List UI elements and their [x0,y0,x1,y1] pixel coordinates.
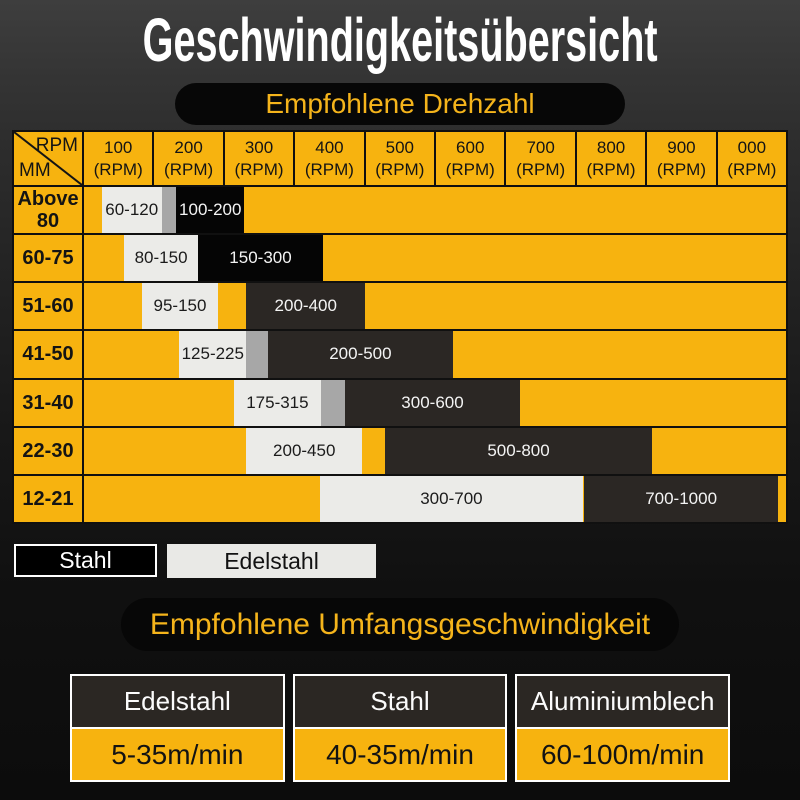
rpm-column-unit: (RPM) [656,159,706,179]
table-row: 41-50 125-225 200-500 [14,329,786,378]
table-row: Above 80 60-120 100-200 [14,187,786,234]
rpm-column-value: 100 [104,138,133,158]
corner-rpm-label: RPM [35,135,78,156]
rpm-column-value: 400 [315,138,344,158]
row-bar-area: 80-150 150-300 [84,235,786,282]
table-row: 51-60 95-150 200-400 [14,281,786,330]
edelstahl-range-bar: 80-150 [123,235,199,282]
speed-card: Stahl 40-35m/min [292,674,508,782]
row-label-mm: 31-40 [14,379,84,426]
rpm-column-header: 800 (RPM) [577,132,648,185]
rpm-column-value: 000 [737,138,767,158]
rpm-column-unit: (RPM) [234,159,284,179]
row-label-mm: 41-50 [14,331,84,378]
rpm-column-unit: (RPM) [445,159,495,179]
rpm-column-unit: (RPM) [516,159,566,179]
speed-card-material: Stahl [294,676,506,729]
row-label-mm: 51-60 [14,283,84,330]
speed-card-value: 5-35m/min [72,729,283,780]
table-row: 22-30 200-450 500-800 [14,425,786,474]
edelstahl-range-bar: 95-150 [141,283,219,330]
corner-mm-label: MM [19,160,51,181]
speed-card: Edelstahl 5-35m/min [70,674,285,782]
rpm-column-unit: (RPM) [375,159,425,179]
rpm-column-value: 500 [385,138,415,158]
edelstahl-range-bar: 125-225 [179,331,247,378]
rpm-section-badge: Empfohlene Drehzahl [175,83,625,125]
surface-speed-badge: Empfohlene Umfangsgeschwindigkeit [121,598,679,651]
table-row: 12-21 300-700 700-1000 [14,473,786,522]
row-bar-area: 60-120 100-200 [84,187,786,234]
speed-card: Aluminiumblech 60-100m/min [515,674,731,782]
stahl-range-bar: 700-1000 [584,475,779,522]
speed-card-value: 40-35m/min [294,729,506,780]
diagonal-divider-icon [14,132,82,185]
rpm-column-unit: (RPM) [727,159,777,179]
rpm-column-header: 200 (RPM) [154,132,225,185]
rpm-table-header: RPM MM 100 (RPM) 200 (RPM) 300 (RPM) 400 (RPM) 5… [14,132,786,187]
page-title-text: Geschwindigkeitsübersicht [142,5,658,75]
speed-cards: Edelstahl 5-35m/min Stahl 40-35m/min Alumini… [70,674,731,782]
rpm-column-value: 700 [526,138,555,158]
stahl-range-bar: 200-400 [246,283,366,330]
edelstahl-range-bar: 60-120 [101,187,162,234]
rpm-table: RPM MM 100 (RPM) 200 (RPM) 300 (RPM) 400 (RPM) 5… [12,130,788,524]
bar-divider [161,187,177,234]
row-bar-area: 175-315 300-600 [84,379,786,426]
row-label-mm: 22-30 [14,427,84,474]
row-label-mm: Above 80 [14,187,84,234]
rpm-column-unit: (RPM) [586,159,636,179]
rpm-column-value: 200 [174,138,203,158]
edelstahl-range-bar: 200-450 [246,427,363,474]
stahl-range-bar: 500-800 [385,427,652,474]
rpm-section-badge-label: Empfohlene Drehzahl [265,88,535,119]
rpm-column-header: 600 (RPM) [436,132,507,185]
rpm-column-unit: (RPM) [164,159,214,179]
speed-card-material: Edelstahl [72,676,283,729]
row-bar-area: 125-225 200-500 [84,331,786,378]
row-label-mm: 12-21 [14,475,84,522]
rpm-column-header: 900 (RPM) [647,132,718,185]
rpm-column-header: 100 (RPM) [84,132,155,185]
edelstahl-range-bar: 300-700 [319,475,584,522]
rpm-column-value: 900 [667,138,696,158]
edelstahl-range-bar: 175-315 [234,379,321,426]
surface-speed-badge-label: Empfohlene Umfangsgeschwindigkeit [149,607,651,641]
stahl-range-bar: 300-600 [345,379,520,426]
stahl-range-bar: 100-200 [176,187,245,234]
rpm-column-header: 700 (RPM) [506,132,577,185]
stahl-range-bar: 200-500 [267,331,453,378]
rpm-column-unit: (RPM) [93,159,143,179]
row-bar-area: 95-150 200-400 [84,283,786,330]
page-title: Geschwindigkeitsübersicht [0,5,800,75]
rpm-column-value: 600 [456,138,485,158]
legend-stahl: Stahl [14,544,157,577]
row-bar-area: 200-450 500-800 [84,427,786,474]
stahl-range-bar: 150-300 [198,235,323,282]
bar-divider [320,379,346,426]
rpm-column-value: 300 [244,138,274,158]
speed-card-value: 60-100m/min [517,729,729,780]
rpm-column-header: 300 (RPM) [225,132,296,185]
rpm-column-value: 800 [596,138,626,158]
table-row: 31-40 175-315 300-600 [14,377,786,426]
row-label-mm: 60-75 [14,235,84,282]
row-bar-area: 300-700 700-1000 [84,475,786,522]
rpm-column-unit: (RPM) [304,159,354,179]
rpm-column-header: 500 (RPM) [366,132,437,185]
corner-cell: RPM MM [14,132,84,185]
bar-divider [246,331,268,378]
rpm-column-header: 000 (RPM) [718,132,786,185]
rpm-column-header: 400 (RPM) [295,132,366,185]
legend-edelstahl: Edelstahl [167,544,376,578]
table-row: 60-75 80-150 150-300 [14,233,786,282]
speed-card-material: Aluminiumblech [517,676,729,729]
